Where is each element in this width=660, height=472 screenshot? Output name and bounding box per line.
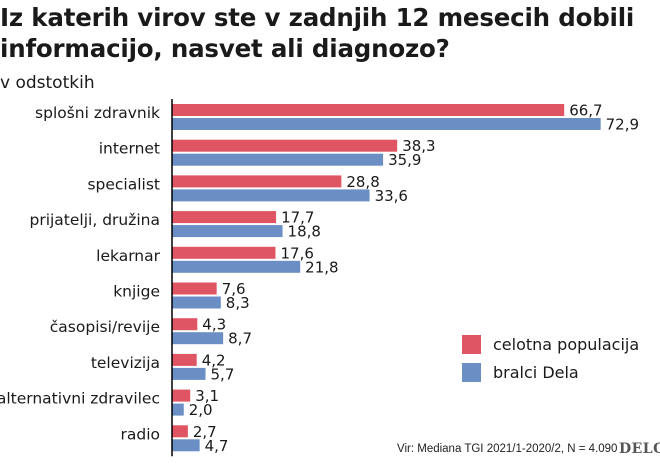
bar-bralci: [172, 189, 370, 202]
data-label: 38,3: [402, 137, 435, 155]
legend-label-bralci: bralci Dela: [493, 363, 579, 382]
data-label: 17,7: [281, 209, 314, 227]
bar-bralci: [172, 225, 283, 238]
data-label: 4,2: [202, 351, 226, 369]
bar-celotna: [172, 389, 191, 402]
category-label: knjige: [113, 283, 160, 301]
legend-swatch-bralci: [462, 363, 481, 382]
category-label: radio: [121, 425, 161, 443]
bar-celotna: [172, 318, 198, 331]
delo-logo: DELO: [619, 441, 660, 457]
data-label: 2,7: [193, 423, 217, 441]
data-label: 17,6: [280, 244, 313, 262]
data-label: 4,7: [205, 437, 229, 455]
category-label: internet: [99, 140, 160, 158]
bar-celotna: [172, 139, 398, 152]
data-label: 4,3: [202, 316, 226, 334]
legend-item-bralci: bralci Dela: [462, 363, 579, 382]
category-label: televizija: [91, 354, 160, 372]
data-label: 8,3: [226, 294, 250, 312]
chart-title: Iz katerih virov ste v zadnjih 12 meseci…: [0, 3, 635, 63]
data-label: 7,6: [222, 280, 246, 298]
bar-celotna: [172, 353, 197, 366]
data-label: 5,7: [211, 365, 235, 383]
data-label: 28,8: [346, 173, 379, 191]
category-label: splošni zdravnik: [35, 104, 160, 122]
bar-celotna: [172, 211, 277, 224]
bar-bralci: [172, 367, 206, 380]
bar-bralci: [172, 296, 221, 309]
data-label: 2,0: [189, 401, 213, 419]
data-label: 8,7: [228, 330, 252, 348]
chart-subtitle: v odstotkih: [0, 73, 95, 93]
category-label: prijatelji, družina: [29, 211, 160, 229]
legend-item-celotna: celotna populacija: [462, 335, 639, 354]
data-label: 35,9: [388, 151, 421, 169]
bar-celotna: [172, 175, 342, 188]
category-label: časopisi/revije: [50, 318, 160, 336]
bar-bralci: [172, 403, 184, 416]
category-label: lekarnar: [96, 247, 160, 265]
source-note: Vir: Mediana TGI 2021/1-2020/2, N = 4.09…: [397, 443, 618, 455]
bar-celotna: [172, 425, 188, 438]
bar-bralci: [172, 118, 601, 130]
bar-celotna: [172, 246, 276, 259]
category-label: specialist: [87, 175, 160, 193]
bar-bralci: [172, 439, 200, 452]
bar-bralci: [172, 153, 384, 166]
data-label: 33,6: [375, 187, 408, 205]
data-label: 72,9: [606, 116, 639, 134]
legend-swatch-celotna: [462, 335, 481, 354]
data-label: 18,8: [288, 223, 321, 241]
data-label: 21,8: [305, 258, 338, 276]
data-label: 3,1: [195, 387, 219, 405]
bar-celotna: [172, 282, 217, 295]
bar-celotna: [172, 104, 565, 116]
data-label: 66,7: [569, 102, 602, 120]
category-label: alternativni zdravilec: [0, 390, 160, 408]
bar-bralci: [172, 260, 301, 273]
legend-label-celotna: celotna populacija: [493, 335, 640, 354]
bar-bralci: [172, 332, 224, 345]
